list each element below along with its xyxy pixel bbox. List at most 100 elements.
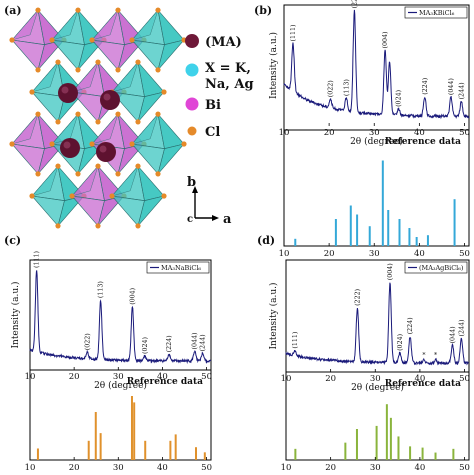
legend-cl-ball xyxy=(187,126,197,136)
x-tick-label: 20 xyxy=(69,372,80,382)
cl-atom xyxy=(49,141,55,147)
cl-atom xyxy=(75,7,81,13)
panel-a-label: (a) xyxy=(4,4,22,17)
xrd-pattern-line xyxy=(29,270,212,365)
cl-atom xyxy=(55,163,61,169)
x-tick-label: 50 xyxy=(459,463,470,473)
y-axis-label: Intensity (a.u.) xyxy=(268,32,279,99)
cl-atom xyxy=(75,111,81,117)
peak-label: (113) xyxy=(98,281,105,298)
peak-label: (004) xyxy=(387,263,394,280)
legend-bi-label: Bi xyxy=(205,98,221,113)
cl-atom xyxy=(89,37,95,43)
cl-atom xyxy=(35,171,41,177)
octahedra-framework xyxy=(9,7,187,229)
reference-label: Reference data xyxy=(385,137,461,147)
x-axis-label: 2θ (degree) xyxy=(351,382,404,393)
peak-label: (224) xyxy=(422,78,429,95)
peak-label: * xyxy=(434,352,438,359)
peak-label: (244) xyxy=(458,320,465,337)
x-axis-label: 2θ (degree) xyxy=(94,380,147,391)
peak-label: (004) xyxy=(129,288,136,305)
cl-atom xyxy=(95,59,101,65)
peak-label: (244) xyxy=(458,82,465,99)
legend-ma-ball xyxy=(185,34,199,48)
cl-atom xyxy=(181,141,187,147)
cl-atom xyxy=(35,7,41,13)
cl-atom xyxy=(135,119,141,125)
x-tick-label: 20 xyxy=(325,463,336,473)
x-tick-label: 10 xyxy=(25,372,36,382)
crystal-structure-panel: (MA) X = K, Na, Ag Bi Cl b c a (a) xyxy=(4,4,254,229)
cl-atom xyxy=(89,141,95,147)
reference-label: Reference data xyxy=(127,377,203,387)
cl-atom xyxy=(155,171,161,177)
legend-ma-label: (MA) xyxy=(205,35,242,50)
cl-atom xyxy=(135,163,141,169)
xrd-panel-b: (111) (022) (113) (222) (004) (024) (224) (044)… xyxy=(268,0,470,259)
legend-bi-ball xyxy=(185,97,199,111)
peak-label: (224) xyxy=(407,317,414,334)
series-legend xyxy=(404,261,468,274)
cl-atom xyxy=(35,67,41,73)
octahedron xyxy=(129,7,187,73)
cl-atom xyxy=(49,37,55,43)
structure-legend: (MA) X = K, Na, Ag Bi Cl xyxy=(185,34,254,140)
axis-c-label: c xyxy=(187,214,193,225)
peak-label: (044) xyxy=(450,326,457,343)
legend-x-label-cont: Na, Ag xyxy=(205,77,254,92)
x-tick-label: 20 xyxy=(324,128,335,138)
cl-atom xyxy=(29,193,35,199)
peak-label: (222) xyxy=(354,289,361,306)
cl-atom xyxy=(155,111,161,117)
x-tick-label: 10 xyxy=(25,463,36,473)
ma-cation xyxy=(60,138,80,158)
octahedron xyxy=(129,111,187,177)
peak-label: (111) xyxy=(34,251,41,268)
cl-atom xyxy=(115,171,121,177)
x-tick-label: 20 xyxy=(324,249,335,259)
cl-atom xyxy=(129,37,135,43)
xrd-pattern-line xyxy=(285,282,470,366)
cl-atom xyxy=(35,111,41,117)
ma-cation xyxy=(96,142,116,162)
x-tick-label: 50 xyxy=(459,374,470,384)
octahedron xyxy=(9,7,67,73)
cl-atom xyxy=(75,67,81,73)
legend-cl-label: Cl xyxy=(205,125,220,140)
series-legend-label: (MA₃AgBiCl₆) xyxy=(419,264,464,272)
cl-atom xyxy=(129,141,135,147)
series-legend-label: MA₃NaBiCl₆ xyxy=(161,264,201,272)
x-tick-label: 10 xyxy=(281,374,292,384)
peak-label: (024) xyxy=(397,334,404,351)
peak-label: (044) xyxy=(448,78,455,95)
x-tick-label: 50 xyxy=(201,463,212,473)
plot-frame xyxy=(29,259,212,461)
cl-atom xyxy=(109,193,115,199)
peak-label: (111) xyxy=(292,332,299,349)
x-tick-label: 40 xyxy=(414,249,425,259)
cl-atom xyxy=(75,171,81,177)
axis-a-label: a xyxy=(223,212,232,227)
x-tick-label: 50 xyxy=(459,128,470,138)
x-tick-label: 10 xyxy=(279,128,290,138)
peak-label: (113) xyxy=(343,79,350,96)
x-tick-label: 30 xyxy=(370,463,381,473)
peak-label: (022) xyxy=(328,80,335,97)
axis-b-label: b xyxy=(187,175,196,190)
legend-x-label: X = K, xyxy=(205,61,251,76)
x-tick-label: 40 xyxy=(157,463,168,473)
cl-atom xyxy=(115,7,121,13)
x-tick-label: 40 xyxy=(414,463,425,473)
x-tick-label: 40 xyxy=(157,372,168,382)
cl-atom xyxy=(161,89,167,95)
xrd-pattern-line xyxy=(283,9,470,120)
cl-atom xyxy=(135,59,141,65)
xrd-panel-d: (111) (222) (004) (024)(224) * * (044) (244) (MA… xyxy=(268,259,470,473)
x-tick-label: 50 xyxy=(201,372,212,382)
x-tick-label: 10 xyxy=(279,249,290,259)
legend-x-ball xyxy=(185,63,199,77)
cl-atom xyxy=(95,223,101,229)
y-axis-label: Intensity (a.u.) xyxy=(268,282,279,349)
